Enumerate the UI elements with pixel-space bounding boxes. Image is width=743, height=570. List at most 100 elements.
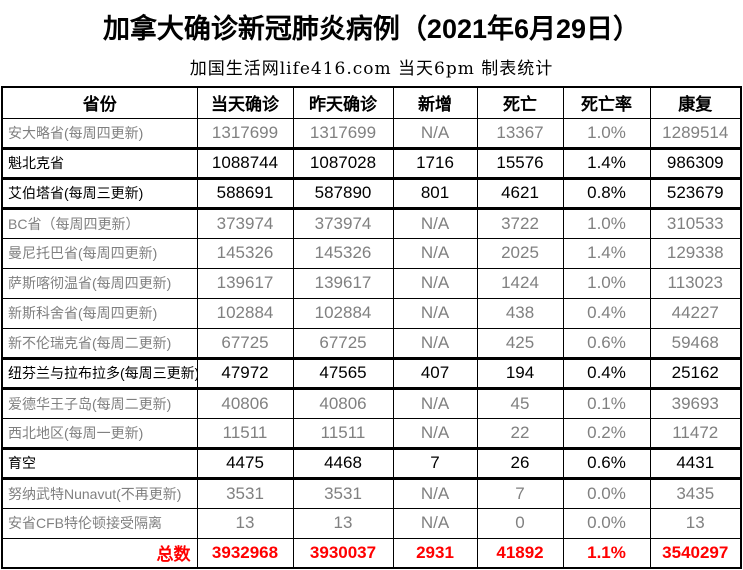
- table-body: 安大略省(每周四更新) 1317699 1317699 N/A 13367 1.0% 128…: [1, 117, 742, 569]
- cell-value: 40806: [292, 387, 394, 419]
- table-row: 西北地区(每周一更新) 11511 11511 N/A 22 0.2% 11472: [1, 417, 742, 449]
- cell-value: 40806: [196, 387, 294, 419]
- cell-value: 13367: [476, 117, 564, 149]
- cell-province: 新不伦瑞克省(每周二更新): [1, 327, 198, 359]
- covid-stats-table: 省份 当天确诊 昨天确诊 新增 死亡 死亡率 康复 安大略省(每周四更新) 131…: [1, 86, 742, 569]
- cell-value: 4431: [649, 446, 742, 480]
- cell-value: N/A: [392, 237, 478, 269]
- cell-value: 1.1%: [562, 537, 651, 569]
- cell-value: 11511: [196, 417, 294, 449]
- cell-value: 67725: [292, 327, 394, 359]
- column-header-new: 新增: [392, 86, 478, 119]
- cell-value: 194: [476, 356, 564, 390]
- table-row: 萨斯喀彻温省(每周四更新) 139617 139617 N/A 1424 1.0% 1130…: [1, 267, 742, 299]
- cell-value: 310533: [649, 207, 742, 239]
- cell-value: 1289514: [649, 117, 742, 149]
- cell-value: 3531: [292, 477, 394, 509]
- cell-value: N/A: [392, 387, 478, 419]
- table-header: 省份 当天确诊 昨天确诊 新增 死亡 死亡率 康复: [1, 86, 742, 119]
- page-subtitle: 加国生活网life416.com 当天6pm 制表统计: [189, 59, 554, 79]
- column-header-deathrate: 死亡率: [562, 86, 651, 119]
- cell-value: 438: [476, 297, 564, 329]
- cell-value: 139617: [292, 267, 394, 299]
- cell-value: 1.4%: [562, 237, 651, 269]
- cell-province: 萨斯喀彻温省(每周四更新): [1, 267, 198, 299]
- cell-province: 育空: [1, 446, 198, 480]
- cell-value: 13: [196, 507, 294, 539]
- cell-value: 39693: [649, 387, 742, 419]
- cell-value: 4475: [196, 446, 294, 480]
- cell-value: 11472: [649, 417, 742, 449]
- cell-value: 59468: [649, 327, 742, 359]
- cell-value: 22: [476, 417, 564, 449]
- cell-value: 1087028: [292, 146, 394, 180]
- cell-province: 新斯科舍省(每周四更新): [1, 297, 198, 329]
- cell-value: 373974: [292, 207, 394, 239]
- column-header-deaths: 死亡: [476, 86, 564, 119]
- cell-value: 15576: [476, 146, 564, 180]
- cell-value: 373974: [196, 207, 294, 239]
- table-row: 纽芬兰与拉布拉多(每周三更新) 47972 47565 407 194 0.4% 25162: [1, 356, 742, 390]
- cell-value: 145326: [196, 237, 294, 269]
- column-header-province: 省份: [1, 86, 198, 119]
- cell-value: 1.0%: [562, 117, 651, 149]
- column-header-recovered: 康复: [649, 86, 742, 119]
- cell-value: 0.6%: [562, 327, 651, 359]
- cell-value: 2025: [476, 237, 564, 269]
- cell-value: 4468: [292, 446, 394, 480]
- cell-value: 145326: [292, 237, 394, 269]
- cell-value: 587890: [292, 176, 394, 210]
- table-row: 新斯科舍省(每周四更新) 102884 102884 N/A 438 0.4% 44227: [1, 297, 742, 329]
- cell-province: 努纳武特Nunavut(不再更新): [1, 477, 198, 509]
- cell-value: 41892: [476, 537, 564, 569]
- table-row: 安省CFB特伦顿接受隔离 13 13 N/A 0 0.0% 13: [1, 507, 742, 539]
- cell-value: 45: [476, 387, 564, 419]
- cell-value: 3722: [476, 207, 564, 239]
- cell-value: 801: [392, 176, 478, 210]
- cell-value: 13: [649, 507, 742, 539]
- table-row: 魁北克省 1088744 1087028 1716 15576 1.4% 986309: [1, 146, 742, 180]
- cell-value: 3531: [196, 477, 294, 509]
- table-row: 艾伯塔省(每周三更新) 588691 587890 801 4621 0.8% 523679: [1, 176, 742, 210]
- cell-value: 1.0%: [562, 207, 651, 239]
- table-row: 育空 4475 4468 7 26 0.6% 4431: [1, 446, 742, 480]
- cell-value: 3435: [649, 477, 742, 509]
- cell-value: 425: [476, 327, 564, 359]
- cell-value: 986309: [649, 146, 742, 180]
- cell-province: 曼尼托巴省(每周四更新): [1, 237, 198, 269]
- cell-value: 129338: [649, 237, 742, 269]
- cell-value: 1317699: [196, 117, 294, 149]
- cell-value: 0.1%: [562, 387, 651, 419]
- cell-province: 安大略省(每周四更新): [1, 117, 198, 149]
- cell-province: BC省（每周四更新）: [1, 207, 198, 239]
- cell-value: 1317699: [292, 117, 394, 149]
- header-row: 省份 当天确诊 昨天确诊 新增 死亡 死亡率 康复: [1, 86, 742, 119]
- table-row: 努纳武特Nunavut(不再更新) 3531 3531 N/A 7 0.0% 3435: [1, 477, 742, 509]
- cell-value: 113023: [649, 267, 742, 299]
- cell-value: 3930037: [292, 537, 394, 569]
- cell-value: 11511: [292, 417, 394, 449]
- cell-value: N/A: [392, 477, 478, 509]
- cell-value: 7: [392, 446, 478, 480]
- cell-value: 0.0%: [562, 477, 651, 509]
- cell-value: 407: [392, 356, 478, 390]
- cell-value: 1.4%: [562, 146, 651, 180]
- table-row: 安大略省(每周四更新) 1317699 1317699 N/A 13367 1.0% 128…: [1, 117, 742, 149]
- cell-value: N/A: [392, 417, 478, 449]
- cell-province: 安省CFB特伦顿接受隔离: [1, 507, 198, 539]
- cell-value: 47972: [196, 356, 294, 390]
- cell-province: 西北地区(每周一更新): [1, 417, 198, 449]
- cell-value: 13: [292, 507, 394, 539]
- cell-value: 1716: [392, 146, 478, 180]
- cell-province: 爱德华王子岛(每周二更新): [1, 387, 198, 419]
- column-header-today: 当天确诊: [196, 86, 294, 119]
- cell-value: 0.2%: [562, 417, 651, 449]
- cell-value: 26: [476, 446, 564, 480]
- table-row: 新不伦瑞克省(每周二更新) 67725 67725 N/A 425 0.6% 59468: [1, 327, 742, 359]
- cell-value: 3540297: [649, 537, 742, 569]
- cell-value: 7: [476, 477, 564, 509]
- cell-value: 3932968: [196, 537, 294, 569]
- cell-value: 139617: [196, 267, 294, 299]
- cell-value: 0.6%: [562, 446, 651, 480]
